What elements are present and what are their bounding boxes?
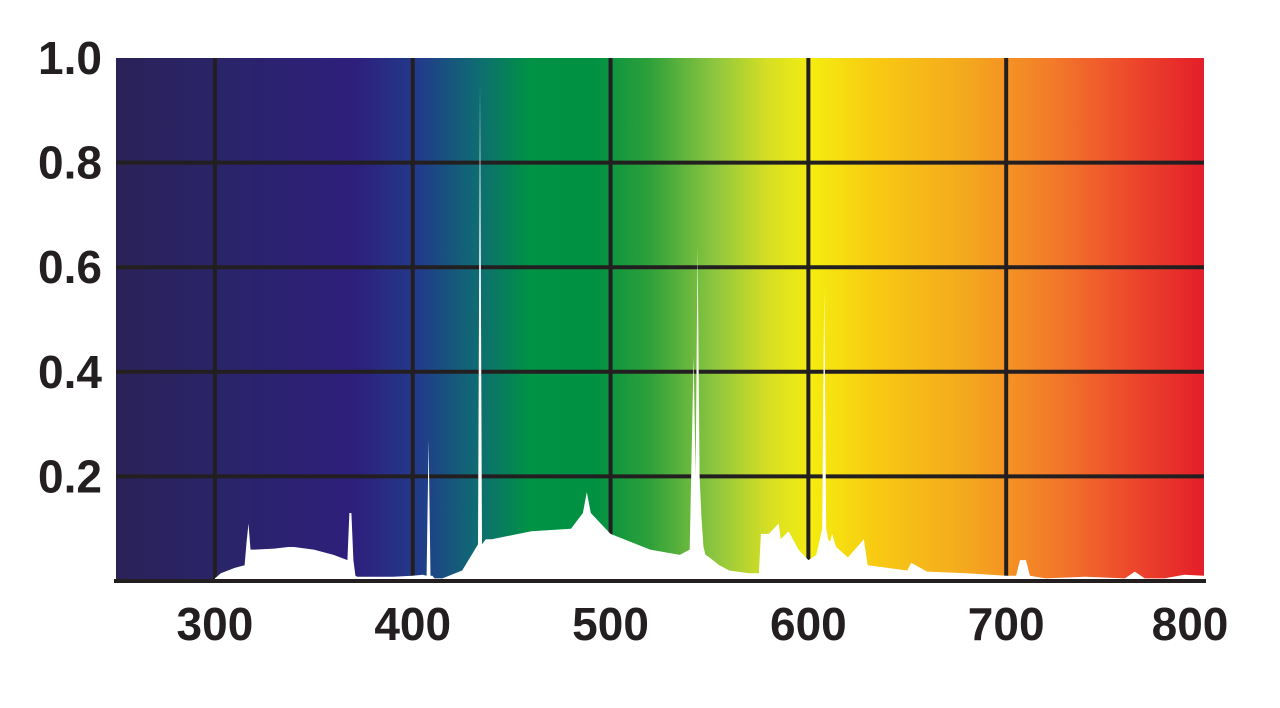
y-tick-label-0.2: 0.2 [38, 450, 102, 502]
x-tick-label-400: 400 [374, 598, 451, 650]
y-tick-label-1.0: 1.0 [38, 32, 102, 84]
plot-background [116, 58, 1204, 581]
y-tick-label-0.6: 0.6 [38, 241, 102, 293]
x-tick-label-600: 600 [770, 598, 847, 650]
y-tick-label-0.4: 0.4 [38, 346, 102, 398]
y-tick-label-0.8: 0.8 [38, 137, 102, 189]
x-tick-label-700: 700 [968, 598, 1045, 650]
x-tick-label-800: 800 [1152, 598, 1229, 650]
x-tick-label-300: 300 [177, 598, 254, 650]
x-tick-label-500: 500 [572, 598, 649, 650]
